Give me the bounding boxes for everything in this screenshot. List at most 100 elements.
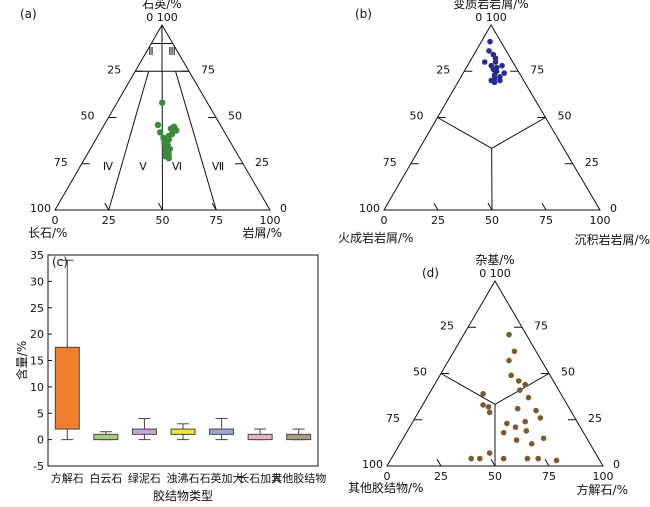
right-tick-label: 25 bbox=[255, 156, 269, 169]
apex-right-title: 岩屑/% bbox=[243, 225, 282, 240]
bottom-tick-label: 75 bbox=[539, 214, 553, 227]
right-tick-label: 50 bbox=[561, 366, 575, 379]
data-point bbox=[485, 404, 492, 410]
panel-d-label: (d) bbox=[422, 266, 439, 280]
bottom-edge-tick bbox=[541, 202, 547, 211]
apex-left-title: 其他胶结物/% bbox=[348, 480, 423, 495]
data-point bbox=[481, 59, 488, 65]
bottom-tick-label: 50 bbox=[485, 214, 499, 227]
x-tick-label: 白云石 bbox=[89, 471, 122, 485]
bottom-tick-label: 25 bbox=[434, 470, 448, 483]
data-point bbox=[499, 62, 505, 69]
data-point bbox=[500, 429, 507, 436]
field-line bbox=[175, 71, 217, 211]
data-point bbox=[173, 127, 180, 134]
data-point bbox=[492, 59, 499, 65]
right-tick-label: 75 bbox=[534, 319, 548, 332]
top-corner-tick: 0 100 bbox=[475, 11, 507, 24]
left-tick-label: 25 bbox=[436, 63, 450, 76]
x-tick-label: 石英加大 bbox=[200, 471, 244, 485]
y-tick-label: 20 bbox=[30, 328, 44, 341]
panel-c-label: (c) bbox=[52, 255, 68, 269]
bottom-left-tick: 0 bbox=[384, 470, 391, 483]
data-point bbox=[553, 457, 560, 464]
data-point bbox=[154, 121, 162, 129]
data-point bbox=[515, 378, 522, 384]
bottom-tick-label: 50 bbox=[488, 470, 502, 483]
data-point bbox=[480, 391, 486, 397]
box-body bbox=[93, 433, 119, 441]
field-label: Ⅶ bbox=[212, 160, 224, 173]
y-tick-label: 0 bbox=[37, 434, 44, 447]
bottom-edge-tick bbox=[487, 202, 493, 211]
apex-top-title: 变质岩岩屑/% bbox=[453, 0, 528, 11]
data-point bbox=[506, 331, 512, 338]
bottom-tick-label: 25 bbox=[102, 214, 116, 227]
box-body bbox=[131, 428, 157, 435]
apex-right-title: 方解石/% bbox=[577, 482, 628, 497]
data-point bbox=[506, 357, 512, 364]
data-point bbox=[156, 129, 164, 136]
data-point bbox=[522, 418, 529, 425]
y-axis-title: 含量/% bbox=[14, 341, 29, 380]
data-point bbox=[524, 455, 531, 462]
left-corner-tick: 100 bbox=[30, 202, 51, 215]
apex-top-title: 杂基/% bbox=[475, 253, 514, 267]
data-point bbox=[522, 381, 529, 388]
box-body bbox=[54, 346, 80, 430]
x-tick-label: 其他胶结物 bbox=[271, 471, 326, 485]
y-tick-label: 15 bbox=[30, 355, 44, 368]
data-point bbox=[517, 387, 523, 393]
top-corner-tick: 0 100 bbox=[479, 267, 511, 280]
box-body bbox=[247, 433, 273, 441]
right-tick-label: 75 bbox=[201, 63, 215, 76]
bottom-tick-label: 75 bbox=[542, 470, 556, 483]
field-label: Ⅳ bbox=[103, 160, 114, 173]
field-line bbox=[437, 117, 492, 149]
data-point bbox=[491, 79, 498, 86]
bottom-edge-tick bbox=[436, 458, 442, 467]
right-tick-label: 25 bbox=[588, 412, 602, 425]
data-point bbox=[486, 48, 492, 54]
bottom-edge-tick bbox=[433, 202, 439, 211]
y-tick-label: 5 bbox=[37, 407, 44, 420]
left-tick-label: 25 bbox=[107, 63, 121, 76]
data-point bbox=[513, 437, 520, 443]
y-tick-label: 35 bbox=[30, 249, 44, 262]
y-tick-label: -5 bbox=[33, 460, 44, 473]
left-tick-label: 50 bbox=[410, 110, 424, 123]
bottom-edge-tick bbox=[158, 202, 163, 211]
right-corner-tick: 0 bbox=[280, 202, 287, 215]
bottom-edge-tick bbox=[490, 458, 496, 467]
box-body bbox=[209, 428, 235, 435]
data-point bbox=[165, 155, 173, 162]
y-tick-label: 25 bbox=[30, 302, 44, 315]
x-tick-label: 浊沸石 bbox=[167, 472, 200, 485]
bottom-left-tick: 0 bbox=[381, 214, 388, 227]
left-tick-label: 25 bbox=[440, 319, 454, 332]
field-line bbox=[108, 71, 150, 211]
left-corner-tick: 100 bbox=[362, 458, 383, 471]
bottom-right-tick: 100 bbox=[593, 470, 614, 483]
data-point bbox=[486, 450, 493, 456]
bottom-edge-tick bbox=[544, 458, 550, 467]
apex-left-title: 长石/% bbox=[28, 226, 67, 240]
right-corner-tick: 0 bbox=[610, 202, 617, 215]
data-point bbox=[468, 455, 475, 462]
data-point bbox=[528, 441, 535, 447]
data-point bbox=[535, 455, 541, 462]
panel-b-label: (b) bbox=[355, 7, 372, 21]
data-point bbox=[523, 428, 530, 434]
data-point bbox=[486, 409, 493, 416]
data-point bbox=[487, 38, 493, 45]
data-point bbox=[497, 77, 503, 84]
data-point bbox=[512, 424, 519, 430]
data-point bbox=[508, 372, 514, 379]
data-point bbox=[514, 405, 521, 412]
panel-a-label: (a) bbox=[20, 7, 37, 21]
bottom-tick-label: 50 bbox=[156, 214, 170, 227]
right-tick-label: 50 bbox=[558, 110, 572, 123]
